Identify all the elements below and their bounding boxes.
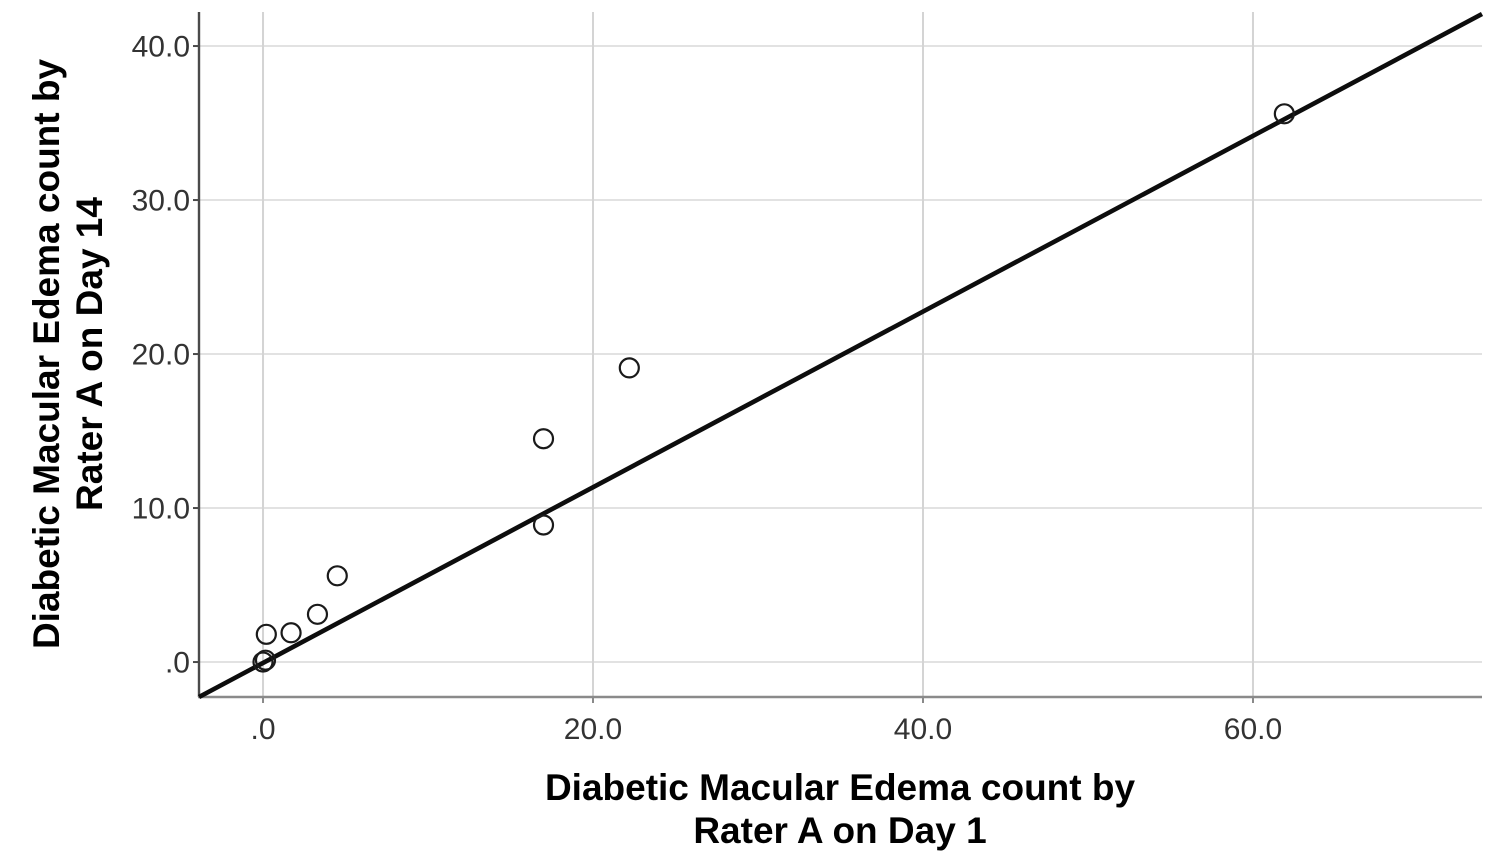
data-point-marker xyxy=(254,649,277,671)
data-point-marker xyxy=(306,603,329,625)
y-axis-title: Diabetic Macular Edema count by Rater A … xyxy=(25,59,111,649)
data-point-marker xyxy=(252,651,274,673)
x-tick-label: .0 xyxy=(251,713,276,746)
y-tick-label: .0 xyxy=(165,647,190,680)
x-axis-title: Diabetic Macular Edema count by Rater A … xyxy=(545,766,1135,852)
x-axis-title-line2: Rater A on Day 1 xyxy=(693,810,987,851)
data-point-marker xyxy=(618,357,640,379)
x-tick-label: 40.0 xyxy=(894,713,952,746)
y-tick-label: 40.0 xyxy=(132,31,190,64)
x-axis-title-line1: Diabetic Macular Edema count by xyxy=(544,767,1136,808)
y-tick-label: 10.0 xyxy=(132,493,190,526)
y-axis-title-line2: Rater A on Day 14 xyxy=(69,197,110,511)
x-tick-label: 60.0 xyxy=(1224,713,1282,746)
y-tick-label: 30.0 xyxy=(132,185,190,218)
data-point-marker xyxy=(255,623,277,645)
data-point-marker xyxy=(280,622,302,644)
y-tick-label: 20.0 xyxy=(132,339,190,372)
data-point-marker xyxy=(532,428,555,450)
data-point-marker xyxy=(532,514,555,536)
x-tick-label: 20.0 xyxy=(564,713,622,746)
data-point-marker xyxy=(326,565,348,587)
y-axis-title-line1: Diabetic Macular Edema count by xyxy=(26,58,67,650)
data-point-marker xyxy=(1273,103,1295,125)
fit-line xyxy=(197,11,1484,700)
